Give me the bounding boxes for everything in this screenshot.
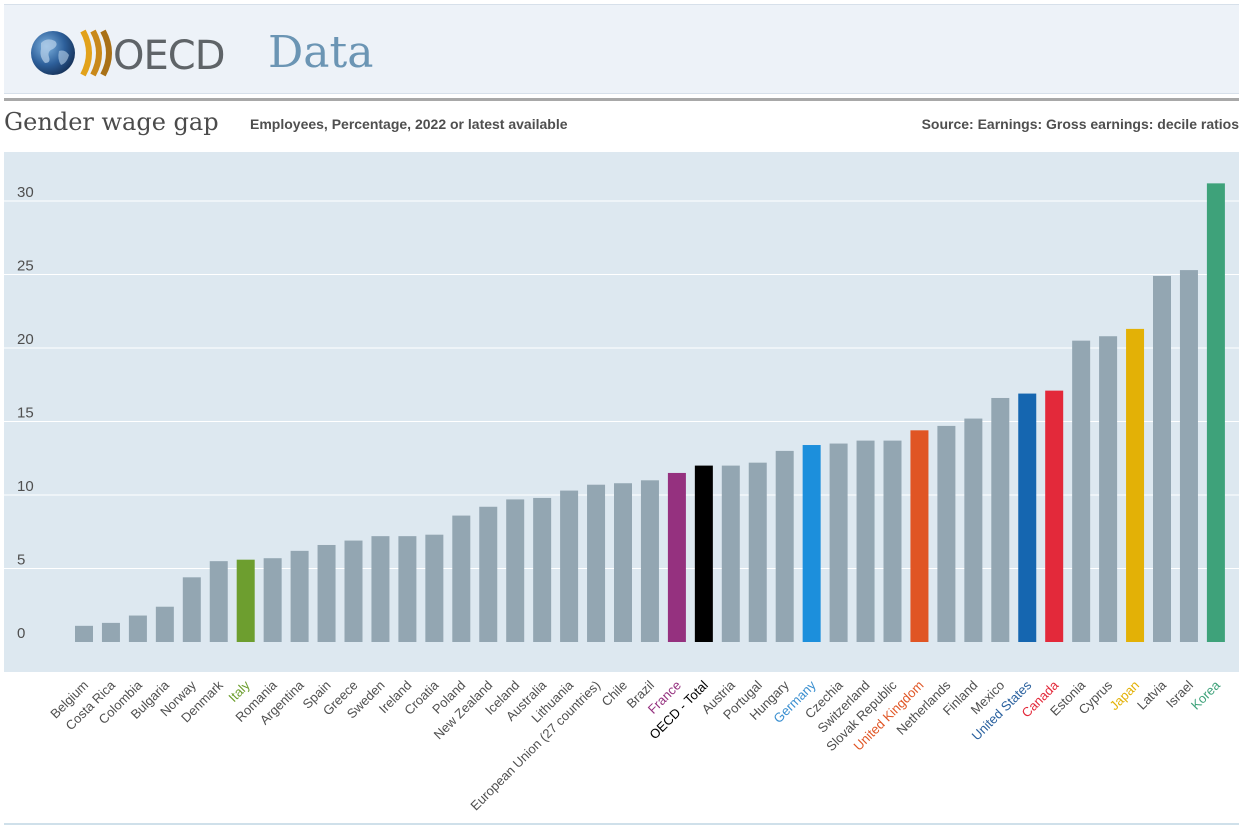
bar-cyprus <box>1099 336 1118 642</box>
bar-estonia <box>1072 340 1091 642</box>
brand-mark-icon <box>80 29 112 77</box>
bar-brazil <box>640 480 659 642</box>
y-tick-label: 5 <box>17 552 25 569</box>
bar-netherlands <box>937 425 956 642</box>
bar-switzerland <box>856 440 875 642</box>
y-tick-label: 20 <box>17 331 34 348</box>
bar-canada <box>1045 390 1064 642</box>
x-tick-label: Latvia <box>1134 677 1170 713</box>
bar-france <box>667 472 686 642</box>
bar-poland <box>452 515 471 642</box>
bar-ireland <box>398 536 417 642</box>
bar-finland <box>964 418 983 642</box>
bar-latvia <box>1153 275 1171 642</box>
bar-greece <box>344 540 363 642</box>
globe-icon <box>31 31 75 75</box>
bar-colombia <box>128 615 147 642</box>
bar-portugal <box>748 462 767 642</box>
bar-japan <box>1126 328 1145 642</box>
bar-new-zealand <box>479 506 498 642</box>
bar-chile <box>614 483 632 642</box>
bar-korea <box>1206 183 1225 643</box>
bar-sweden <box>371 536 390 642</box>
bar-european-union-27-countries- <box>587 484 606 642</box>
y-tick-label: 15 <box>17 405 34 422</box>
chart-subtitle: Employees, Percentage, 2022 or latest av… <box>250 116 568 132</box>
x-tick-label: Korea <box>1188 677 1224 713</box>
y-tick-label: 10 <box>17 478 34 495</box>
header-rule <box>4 98 1239 101</box>
bar-austria <box>721 465 740 642</box>
chart-source[interactable]: Source: Earnings: Gross earnings: decile… <box>921 116 1239 132</box>
section-title: Data <box>268 27 374 78</box>
logo-text: OECD <box>113 33 225 79</box>
bar-germany <box>802 445 821 642</box>
bar-italy <box>236 559 255 642</box>
bar-australia <box>533 497 552 642</box>
bar-spain <box>317 544 336 642</box>
bar-costa-rica <box>101 622 120 642</box>
bar-czechia <box>829 443 848 642</box>
bar-denmark <box>209 561 228 642</box>
bar-hungary <box>775 450 794 642</box>
footer-line <box>4 823 1239 825</box>
bar-belgium <box>75 625 93 642</box>
bar-mexico <box>991 397 1010 642</box>
bar-croatia <box>425 534 444 642</box>
bar-iceland <box>506 499 525 642</box>
y-tick-label: 30 <box>17 184 34 201</box>
bar-united-states <box>1018 393 1037 642</box>
bar-oecd-total <box>694 465 713 642</box>
bar-bulgaria <box>155 606 174 642</box>
bar-united-kingdom <box>910 430 929 642</box>
bar-slovak-republic <box>883 440 902 642</box>
bar-lithuania <box>560 490 579 642</box>
y-tick-label: 25 <box>17 258 34 275</box>
site-banner: OECD Data <box>4 4 1239 94</box>
bar-norway <box>182 577 201 642</box>
x-tick-label: Japan <box>1107 678 1143 714</box>
bar-argentina <box>290 550 309 642</box>
y-tick-label: 0 <box>17 625 25 642</box>
bar-israel <box>1179 270 1198 642</box>
bar-romania <box>263 558 282 642</box>
chart-title: Gender wage gap <box>4 108 219 136</box>
x-tick-label: Chile <box>599 678 631 710</box>
